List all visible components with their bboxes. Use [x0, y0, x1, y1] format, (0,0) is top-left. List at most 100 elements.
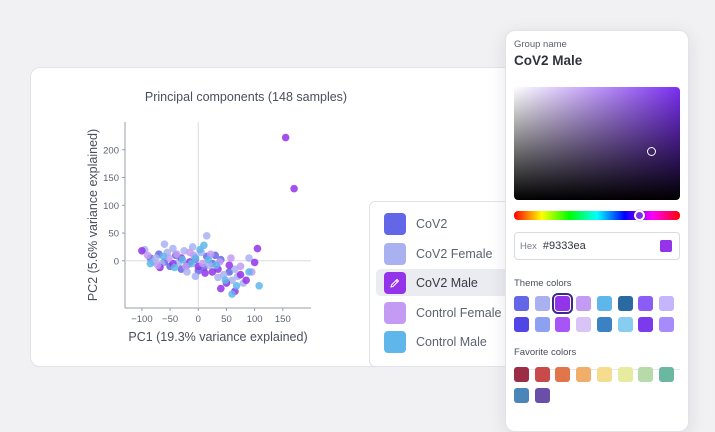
hue-slider[interactable] — [514, 211, 680, 220]
data-point — [290, 184, 298, 193]
data-point — [212, 261, 221, 270]
data-point — [191, 254, 200, 262]
group-name-value[interactable]: CoV2 Male — [514, 53, 583, 68]
legend-label: Control Female — [416, 305, 502, 320]
y-tick-label: 50 — [108, 229, 119, 240]
data-point — [255, 281, 263, 290]
y-tick-label: 200 — [103, 145, 119, 156]
data-point — [202, 232, 211, 240]
data-point — [245, 268, 253, 276]
color-swatch[interactable] — [514, 317, 529, 332]
data-point — [225, 268, 234, 276]
x-tick-label: −100 — [131, 314, 152, 325]
color-swatch[interactable] — [555, 367, 571, 382]
legend-swatch[interactable] — [384, 242, 406, 265]
color-swatch[interactable] — [596, 367, 612, 382]
data-point — [250, 258, 259, 267]
data-point — [169, 244, 177, 253]
color-swatch[interactable] — [638, 367, 654, 382]
color-swatch[interactable] — [617, 296, 633, 311]
legend-swatch[interactable] — [384, 212, 406, 235]
x-axis-label: PC1 (19.3% variance explained) — [128, 330, 307, 344]
saturation-handle[interactable] — [647, 147, 656, 156]
color-swatch[interactable] — [514, 296, 529, 311]
legend-label: CoV2 Female — [416, 246, 493, 261]
color-swatch[interactable] — [534, 367, 550, 382]
data-point — [187, 259, 196, 268]
favorite-colors-label: Favorite colors — [514, 347, 577, 358]
hex-input[interactable]: Hex #9333ea — [514, 232, 680, 260]
data-point — [221, 276, 230, 285]
legend-label: CoV2 — [416, 216, 448, 231]
color-swatch[interactable] — [658, 317, 674, 332]
data-point — [191, 272, 200, 281]
data-point — [204, 255, 213, 264]
data-point — [253, 244, 262, 253]
data-point — [138, 247, 146, 255]
color-swatch[interactable] — [576, 317, 592, 332]
x-tick-label: −50 — [162, 314, 178, 325]
legend-item-cov2[interactable]: CoV2 — [376, 210, 555, 237]
color-swatch[interactable] — [576, 367, 592, 382]
theme-colors-label: Theme colors — [514, 278, 572, 289]
legend-item-control-female[interactable]: Control Female — [376, 299, 555, 326]
chart-title: Principal components (148 samples) — [144, 90, 348, 104]
color-swatch[interactable] — [534, 317, 550, 332]
legend-item-control-male[interactable]: Control Male — [376, 328, 555, 355]
legend-swatch[interactable] — [384, 271, 406, 294]
legend-swatch[interactable] — [384, 330, 406, 353]
data-point — [208, 268, 217, 276]
legend-item-cov2-female[interactable]: CoV2 Female — [376, 240, 555, 267]
data-point — [201, 269, 209, 277]
pca-chart-card: Principal components (148 samples) −100−… — [30, 67, 556, 367]
color-swatch[interactable] — [576, 296, 592, 311]
hex-value[interactable]: #9333ea — [542, 240, 586, 252]
legend-swatch[interactable] — [384, 301, 406, 324]
data-point — [228, 276, 236, 285]
hue-slider-handle[interactable] — [634, 210, 645, 221]
hex-label: Hex — [520, 240, 537, 252]
color-swatch[interactable] — [638, 317, 654, 332]
data-point — [231, 265, 239, 273]
y-tick-label: 100 — [103, 201, 119, 212]
data-point — [186, 248, 194, 257]
color-swatch[interactable] — [617, 317, 633, 332]
color-swatch[interactable] — [658, 367, 674, 382]
x-tick-label: 50 — [221, 314, 232, 325]
color-swatch[interactable] — [534, 388, 550, 403]
legend-label: CoV2 Male — [416, 275, 478, 290]
data-point — [228, 290, 236, 298]
data-point — [281, 133, 290, 142]
color-swatch[interactable] — [596, 296, 612, 311]
y-tick-label: 150 — [103, 173, 119, 184]
color-swatch[interactable] — [596, 317, 612, 332]
color-swatch[interactable] — [514, 388, 529, 403]
y-axis-label: PC2 (5.6% variance explained) — [86, 129, 100, 301]
x-tick-label: 100 — [247, 314, 263, 325]
data-point — [245, 254, 253, 262]
data-point — [236, 270, 245, 279]
data-point — [227, 254, 235, 262]
color-swatch[interactable] — [617, 367, 633, 382]
saturation-picker[interactable] — [514, 87, 680, 200]
data-point — [225, 261, 234, 270]
data-point — [242, 276, 250, 285]
color-swatch[interactable] — [514, 367, 529, 382]
color-swatch[interactable] — [658, 296, 674, 311]
data-point — [232, 281, 241, 290]
x-tick-label: 0 — [196, 314, 201, 325]
color-swatch[interactable] — [638, 296, 654, 311]
data-point — [170, 263, 179, 272]
data-point — [217, 284, 225, 293]
data-point — [159, 252, 168, 261]
data-point — [200, 241, 208, 250]
data-point — [236, 262, 245, 271]
data-point — [146, 259, 155, 268]
color-swatch[interactable] — [555, 317, 571, 332]
data-point — [178, 255, 187, 264]
pencil-icon — [390, 278, 400, 288]
legend-label: Control Male — [416, 334, 487, 349]
data-point — [160, 240, 169, 248]
color-swatch[interactable] — [534, 296, 550, 311]
color-swatch[interactable] — [552, 293, 574, 314]
